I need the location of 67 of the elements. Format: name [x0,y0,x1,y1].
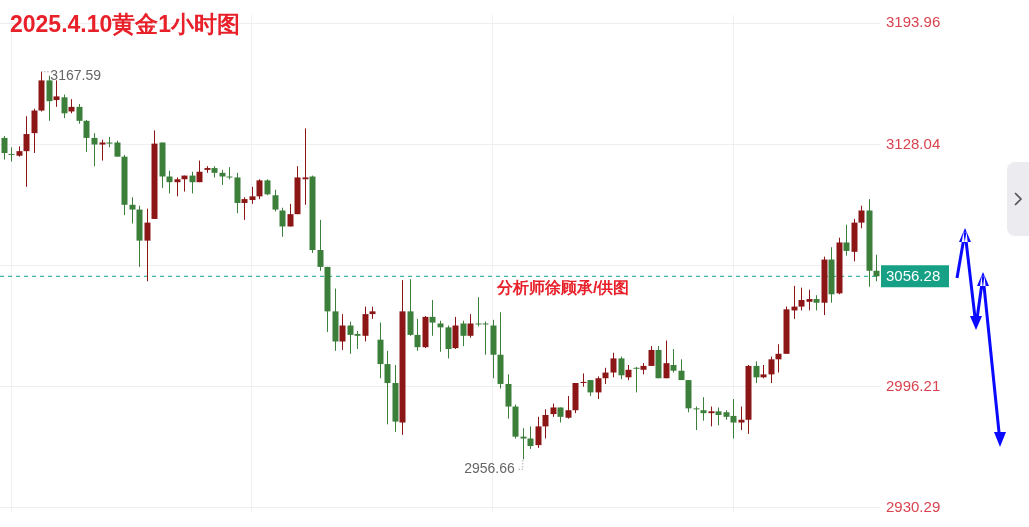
candlestick [1,135,8,161]
chart-title: 2025.4.10黄金1小时图 [10,10,241,38]
candlestick [663,340,670,379]
candlestick [174,176,181,197]
candlestick [595,375,602,400]
candlestick [23,115,30,188]
candlestick [76,103,83,125]
candlestick [843,224,850,257]
candlestick [565,395,572,420]
annotation: 2956.66 [464,460,515,477]
candlestick [467,313,474,339]
candlestick [648,345,655,367]
candlestick [8,146,15,162]
candlestick [670,348,677,374]
ref-line-label: 3056.28 [886,267,941,285]
candlestick [83,119,90,153]
candlestick [618,356,625,380]
candlestick [129,196,136,225]
candlestick [700,396,707,422]
candlestick [407,278,414,337]
candlestick [339,313,346,351]
candlestick [505,373,512,420]
candlestick [272,189,279,212]
candlestick [535,416,542,449]
candlestick [429,299,436,337]
candlestick [693,406,700,431]
candlestick [302,127,309,206]
candlestick [362,306,369,342]
candlestick [527,425,534,450]
candlestick [91,132,98,167]
candlestick [279,207,286,238]
candlestick [806,289,813,311]
candlestick [99,139,106,162]
y-tick-label: 3193.96 [886,13,941,31]
candlestick [31,108,38,154]
y-tick-label: 2930.29 [886,497,941,515]
candlestick [61,94,68,119]
annotation: 分析师徐顾承/供图 [495,278,630,296]
candlestick [317,219,324,272]
candlestick [460,320,467,347]
candlestick [633,366,640,393]
y-tick-label: 3128.04 [886,134,941,152]
candlestick [46,75,53,122]
candlestick [226,166,233,180]
candlestick [414,318,421,352]
candlestick [753,360,760,384]
candlestick [798,287,805,311]
candlestick [610,352,617,378]
candlestick [738,406,745,431]
candlestick [873,254,880,282]
candlestick [768,356,775,384]
candlestick [384,350,391,425]
candlestick [437,320,444,353]
candlestick [241,196,248,221]
candlestick [708,406,715,427]
annotation: 3167.59 [50,66,102,83]
candlestick [775,343,782,374]
candlestick [542,408,549,440]
candlestick [256,178,263,200]
candlestick [445,325,452,359]
candlestick [520,427,527,460]
candlestick [858,205,865,229]
y-tick-label: 2996.21 [886,376,941,394]
candlestick [452,316,459,350]
candlestick [53,79,60,108]
candlestick [189,171,196,194]
candlestick [144,208,151,282]
